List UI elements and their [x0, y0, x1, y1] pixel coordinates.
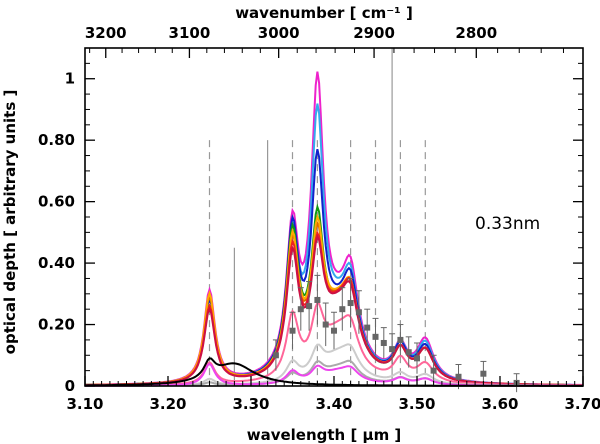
observed-point	[347, 300, 354, 307]
observed-point	[372, 333, 379, 340]
observed-point	[405, 349, 412, 356]
y-tick-label: 0.60	[38, 193, 75, 211]
observed-point	[480, 370, 487, 377]
annotation-label: 0.33nm	[475, 214, 540, 234]
y-axis-title: optical depth [ arbitrary units ]	[1, 90, 19, 355]
observed-point	[339, 306, 346, 313]
observed-point	[297, 306, 304, 313]
top-axis-title: wavenumber [ cm⁻¹ ]	[235, 4, 413, 22]
x-tick-label: 3.40	[315, 395, 352, 413]
observed-point	[272, 352, 279, 359]
x-tick-label: 3.20	[149, 395, 186, 413]
y-tick-label: 0.40	[38, 254, 75, 272]
observed-point	[389, 346, 396, 353]
plot-frame-layer: 3.10 3.20 3.30 3.40 3.50 3.60 3.70 0 0.20 0.40 0.6…	[38, 24, 600, 413]
observed-point	[455, 373, 462, 380]
x-tick-label: 3.30	[232, 395, 269, 413]
top-tick-label: 2800	[455, 24, 497, 42]
observed-point	[364, 324, 371, 331]
observed-point	[380, 339, 387, 346]
observed-point	[430, 367, 437, 374]
y-tick-label: 0	[65, 377, 75, 395]
observed-point	[397, 336, 404, 343]
observed-point	[289, 327, 296, 334]
x-tick-label: 3.50	[398, 395, 435, 413]
x-tick-label: 3.10	[66, 395, 103, 413]
y-tick-label: 0.80	[38, 131, 75, 149]
top-tick-label: 3000	[258, 24, 300, 42]
observed-points-layer	[272, 274, 520, 393]
observed-point	[322, 321, 329, 328]
observed-point	[331, 327, 337, 334]
top-tick-label: 3100	[169, 24, 211, 42]
observed-point	[306, 303, 313, 310]
x-axis-title: wavelength [ μm ]	[247, 426, 402, 444]
x-tick-label: 3.60	[481, 395, 518, 413]
observed-point	[414, 355, 420, 362]
y-tick-label: 1	[65, 70, 75, 88]
x-tick-label: 3.70	[564, 395, 600, 413]
top-tick-label: 3200	[85, 24, 127, 42]
y-tick-label: 0.20	[38, 316, 75, 334]
observed-point	[314, 296, 321, 303]
top-tick-label: 2900	[353, 24, 395, 42]
observed-point	[355, 309, 362, 316]
